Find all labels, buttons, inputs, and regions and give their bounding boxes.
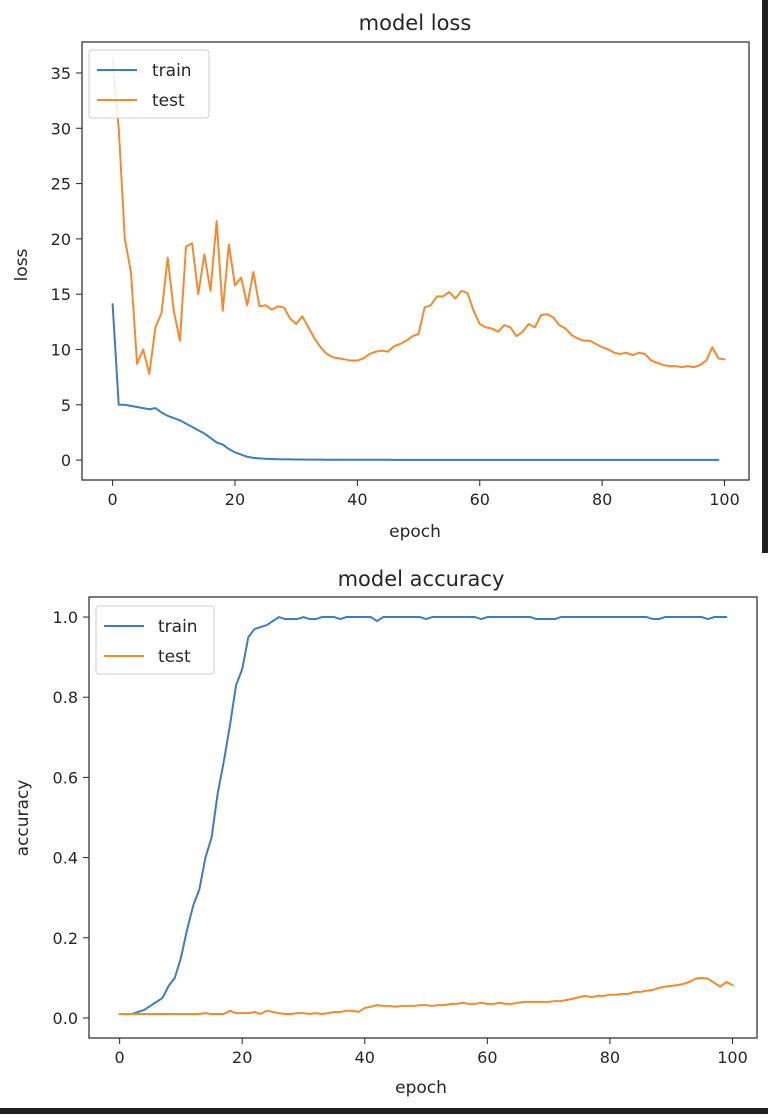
screenshot-edge-right <box>762 0 768 553</box>
loss-chart-title: model loss <box>359 11 472 35</box>
loss-legend: train test <box>88 49 210 119</box>
accuracy-x-tick-label: 0 <box>115 1048 125 1067</box>
accuracy-x-tick-label: 60 <box>477 1048 497 1067</box>
accuracy-x-tick-label: 40 <box>355 1048 375 1067</box>
accuracy-y-tick-label: 1.0 <box>53 608 78 627</box>
loss-y-axis-label: loss <box>12 248 32 281</box>
loss-y-tick-label: 5 <box>61 396 71 415</box>
loss-y-tick-label: 10 <box>51 340 71 359</box>
accuracy-chart-frame <box>88 596 758 1039</box>
accuracy-x-tick-label: 80 <box>600 1048 620 1067</box>
loss-x-tick-label: 100 <box>709 490 740 509</box>
loss-y-tick-label: 30 <box>51 119 71 138</box>
loss-y-tick-label: 35 <box>51 64 71 83</box>
accuracy-x-axis-label: epoch <box>395 1078 447 1098</box>
loss-x-tick-label: 40 <box>347 490 367 509</box>
screenshot-edge-bottom <box>0 1108 768 1114</box>
accuracy-chart: model accuracy 0 20 40 60 80 1000.00.20.40.60… <box>13 567 758 1098</box>
accuracy-chart-title: model accuracy <box>338 567 505 591</box>
loss-x-axis-label: epoch <box>389 522 441 542</box>
accuracy-y-tick-label: 0.2 <box>53 929 78 948</box>
loss-train-line <box>111 303 720 461</box>
accuracy-chart-lines <box>118 616 734 1015</box>
accuracy-x-tick-label: 100 <box>717 1048 748 1067</box>
accuracy-legend-train-label: train <box>158 617 198 637</box>
accuracy-train-line <box>118 616 728 1015</box>
accuracy-y-tick-label: 0.0 <box>53 1009 78 1028</box>
accuracy-x-tick-label: 20 <box>232 1048 252 1067</box>
loss-y-tick-label: 15 <box>51 285 71 304</box>
accuracy-legend-test-label: test <box>158 647 191 667</box>
loss-x-tick-label: 60 <box>470 490 490 509</box>
loss-x-tick-label: 80 <box>592 490 612 509</box>
loss-x-tick-label: 20 <box>225 490 245 509</box>
loss-y-tick-label: 0 <box>61 451 71 470</box>
loss-chart-ticks: 0 20 40 60 80 100 0 5 10 15 20 25 30 35 <box>51 64 740 509</box>
accuracy-y-axis-label: accuracy <box>13 780 33 857</box>
loss-y-tick-label: 20 <box>51 230 71 249</box>
loss-legend-test-label: test <box>152 91 185 111</box>
loss-chart-frame <box>81 41 750 481</box>
accuracy-y-tick-label: 0.8 <box>53 688 78 707</box>
accuracy-legend: train test <box>95 605 215 675</box>
loss-x-tick-label: 0 <box>108 490 118 509</box>
accuracy-test-line <box>118 976 734 1015</box>
loss-y-tick-label: 25 <box>51 175 71 194</box>
accuracy-y-tick-label: 0.6 <box>53 768 78 787</box>
loss-legend-train-label: train <box>152 61 192 81</box>
accuracy-chart-ticks: 0 20 40 60 80 100 0.0 0.2 0.4 0.6 0.8 1.0 <box>53 608 748 1067</box>
loss-chart: model loss 0 20 40 60 80 100 0 5 10 15 20 25 30 35 ep… <box>12 11 750 542</box>
accuracy-y-tick-label: 0.4 <box>53 849 78 868</box>
loss-test-line <box>111 58 726 375</box>
loss-chart-lines <box>111 58 726 461</box>
